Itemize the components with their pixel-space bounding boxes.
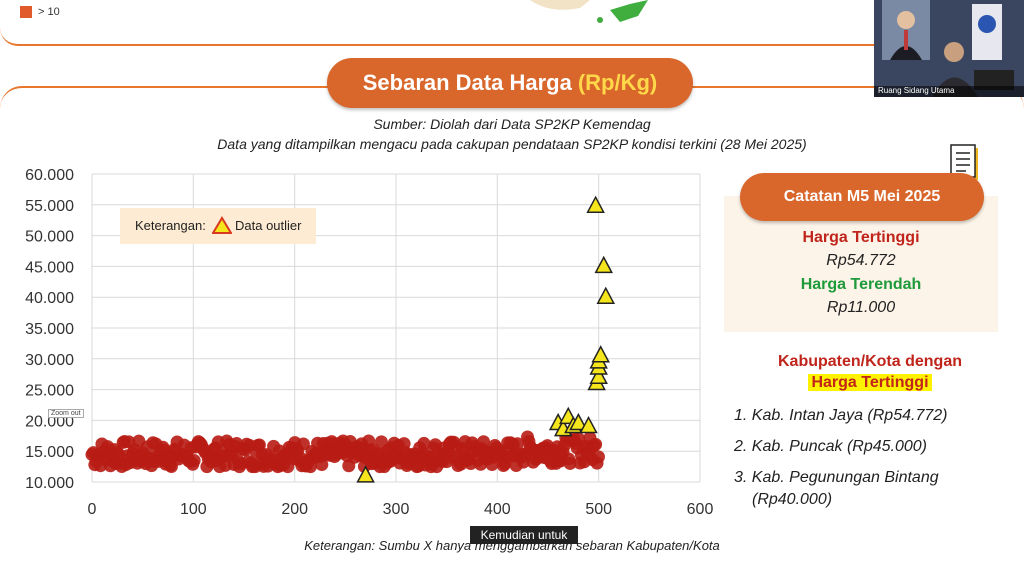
data-point <box>417 436 431 450</box>
y-tick-label: 55.000 <box>25 198 74 215</box>
highest-price-label: Harga Tertinggi <box>802 229 920 246</box>
lowest-price-value: Rp11.000 <box>826 299 896 316</box>
scatter-chart: 10.00015.00020.00025.00030.00035.00040.0… <box>25 167 714 518</box>
data-point <box>589 437 603 451</box>
map-fragment-icon <box>530 0 648 23</box>
highest-price-value: Rp54.772 <box>826 252 896 269</box>
zoom-out-tooltip: Zoom out <box>48 409 84 418</box>
slide-title-main: Sebaran Data Harga <box>362 70 572 95</box>
slide-title-unit: (Rp/Kg) <box>577 70 658 95</box>
top-strip <box>0 0 1024 46</box>
outlier-point <box>586 195 605 213</box>
source-line-1: Sumber: Diolah dari Data SP2KP Kemendag <box>373 116 651 132</box>
region-item-3: 3. Kab. Pegunungan Bintang <box>734 469 939 486</box>
outlier-point <box>596 286 616 304</box>
footnote: Keterangan: Sumbu X hanya menggambarkan … <box>304 538 720 553</box>
region-item-1: 1. Kab. Intan Jaya (Rp54.772) <box>734 407 948 424</box>
top-legend-swatch <box>20 6 32 18</box>
y-tick-label: 50.000 <box>25 229 74 246</box>
outlier-point <box>569 412 588 431</box>
y-tick-label: 15.000 <box>25 444 74 461</box>
data-point <box>563 456 577 470</box>
y-tick-label: 45.000 <box>25 259 74 276</box>
data-point <box>187 454 201 468</box>
x-tick-label: 600 <box>687 501 714 518</box>
notes-header: Catatan M5 Mei 2025 <box>740 173 984 221</box>
outlier-point <box>589 366 608 385</box>
webcam-label: Ruang Sidang Utama <box>874 86 1024 97</box>
y-tick-label: 30.000 <box>25 352 74 369</box>
outlier-point <box>591 345 610 363</box>
region-heading-line2: Harga Tertinggi <box>808 374 932 391</box>
x-tick-label: 200 <box>281 501 308 518</box>
top-legend-label: > 10 <box>38 6 60 18</box>
chart-legend-prefix: Keterangan: <box>135 218 206 233</box>
lowest-price-label: Harga Terendah <box>800 276 922 293</box>
region-item-3-value: (Rp40.000) <box>752 491 833 508</box>
top-legend: > 10 <box>20 6 60 18</box>
slide-title: Sebaran Data Harga (Rp/Kg) <box>327 58 693 108</box>
x-tick-label: 100 <box>180 501 207 518</box>
x-tick-label: 0 <box>88 501 97 518</box>
webcam-scene-icon <box>874 0 1024 97</box>
data-point <box>511 437 525 451</box>
outlier-point <box>594 255 613 274</box>
data-point <box>296 437 310 451</box>
y-tick-label: 10.000 <box>25 475 74 492</box>
y-tick-label: 40.000 <box>25 290 74 307</box>
x-tick-label: 500 <box>585 501 612 518</box>
data-point <box>591 450 605 464</box>
x-tick-label: 400 <box>484 501 511 518</box>
source-line-2: Data yang ditampilkan mengacu pada cakup… <box>217 136 807 152</box>
chart-legend: Keterangan: Data outlier <box>120 208 316 244</box>
webcam-video[interactable] <box>874 0 1024 97</box>
data-point <box>477 435 491 449</box>
outlier-point <box>579 415 598 434</box>
y-tick-label: 60.000 <box>25 167 74 184</box>
document-icon <box>950 144 978 180</box>
region-item-2: 2. Kab. Puncak (Rp45.000) <box>734 438 928 455</box>
y-tick-label: 25.000 <box>25 383 74 400</box>
data-point <box>315 458 329 472</box>
live-caption: Kemudian untuk <box>470 526 578 544</box>
region-heading-line2-wrap: Harga Tertinggi <box>724 374 1016 392</box>
y-tick-label: 35.000 <box>25 321 74 338</box>
chart-legend-outlier: Data outlier <box>235 218 302 233</box>
outlier-point <box>356 465 375 483</box>
warning-triangle-icon <box>212 216 232 234</box>
region-heading-line1: Kabupaten/Kota dengan <box>777 353 962 370</box>
x-tick-label: 300 <box>383 501 410 518</box>
